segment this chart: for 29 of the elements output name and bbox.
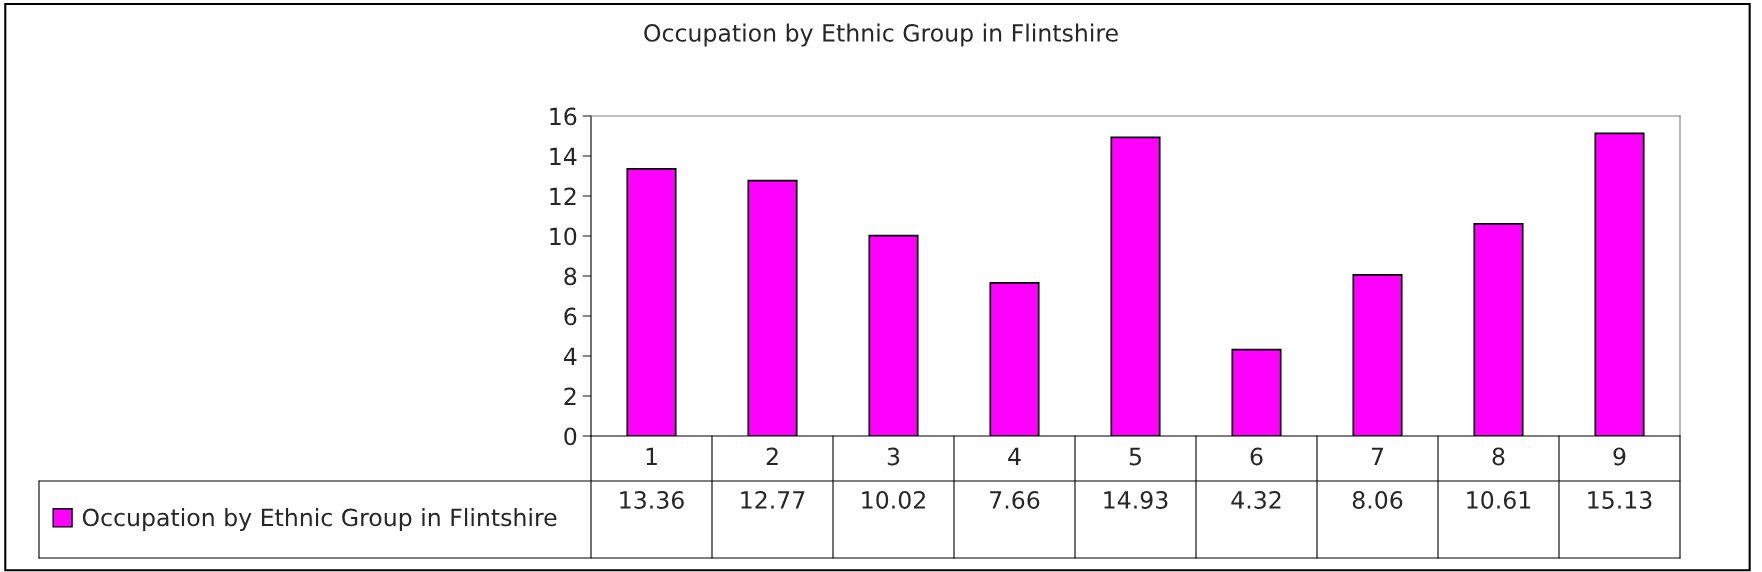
data-label: 15.13 <box>1588 491 1652 509</box>
data-label: 7.66 <box>990 491 1040 509</box>
y-tick-label: 12 <box>550 187 576 205</box>
x-tick-label: 1 <box>646 447 657 466</box>
y-tick-label: 6 <box>564 307 577 326</box>
chart-title: Occupation by Ethnic Group in Flintshire <box>644 23 1118 47</box>
y-tick-label: 10 <box>550 227 577 246</box>
y-tick-label: 14 <box>550 147 577 165</box>
data-label: 10.61 <box>1467 491 1531 509</box>
x-tick-label: 8 <box>1492 447 1505 466</box>
y-tick-label: 8 <box>564 267 577 286</box>
y-tick-label: 2 <box>564 387 576 405</box>
x-tick-label: 2 <box>766 447 778 466</box>
data-label: 8.06 <box>1352 491 1403 509</box>
x-tick-label: 7 <box>1371 447 1383 466</box>
legend-label: Occupation by Ethnic Group in Flintshire <box>82 508 557 531</box>
data-label: 12.77 <box>741 491 805 509</box>
y-tick-label: 0 <box>564 427 577 446</box>
y-tick-label: 4 <box>563 347 577 365</box>
x-tick-label: 5 <box>1129 447 1141 466</box>
data-label: 4.32 <box>1231 491 1281 509</box>
data-label: 13.36 <box>620 491 684 509</box>
x-tick-label: 6 <box>1250 447 1263 466</box>
x-tick-label: 3 <box>887 447 900 466</box>
x-tick-label: 9 <box>1613 447 1626 466</box>
data-label: 14.93 <box>1104 491 1168 509</box>
y-tick-label: 16 <box>550 107 577 126</box>
x-tick-label: 4 <box>1008 447 1021 466</box>
data-label: 10.02 <box>862 491 925 509</box>
